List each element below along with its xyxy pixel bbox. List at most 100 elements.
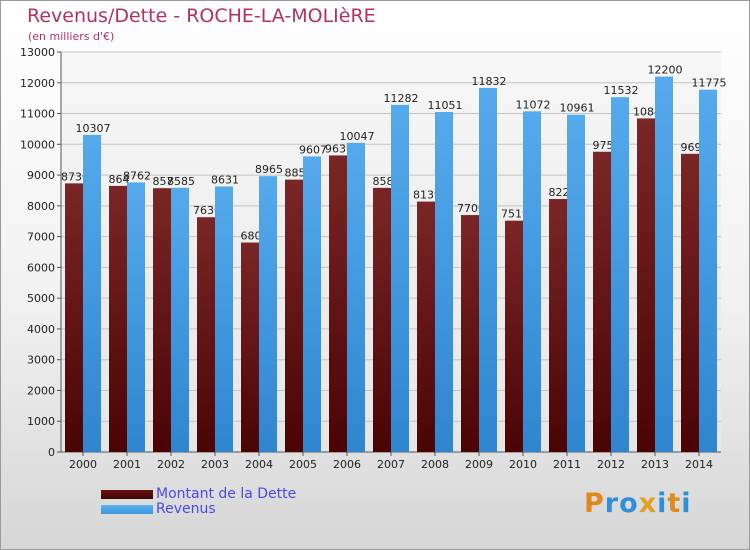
dette-bar — [241, 242, 259, 452]
dette-bar — [637, 118, 655, 453]
dette-bar — [329, 155, 347, 452]
x-tick-label: 2005 — [289, 458, 317, 471]
dette-bar — [109, 185, 127, 452]
dette-value-label: 7630 — [193, 204, 221, 217]
revenus-value-label: 10307 — [76, 122, 111, 135]
legend-label-dette: Montant de la Dette — [156, 486, 297, 502]
y-tick-label: 6000 — [27, 261, 55, 274]
dette-value-label: 7519 — [501, 208, 529, 221]
dette-value-label: 7700 — [457, 202, 485, 215]
logo-letter: P — [584, 488, 605, 519]
x-tick-label: 2009 — [465, 458, 493, 471]
revenus-bar — [215, 186, 233, 452]
x-tick-label: 2002 — [157, 458, 185, 471]
logo-letter: i — [681, 488, 692, 519]
revenus-bar — [259, 176, 277, 452]
x-tick-label: 2007 — [377, 458, 405, 471]
y-tick-label: 7000 — [27, 231, 55, 244]
revenus-bar — [303, 156, 321, 452]
revenus-bar — [391, 104, 409, 452]
revenus-bar — [479, 87, 497, 452]
logo-letter: x — [638, 488, 658, 519]
dette-value-label: 8139 — [413, 189, 441, 202]
revenus-value-label: 11832 — [472, 75, 507, 88]
dette-bar — [153, 188, 171, 452]
revenus-bar — [347, 142, 365, 452]
revenus-value-label: 11775 — [692, 77, 727, 90]
legend-swatch-revenus — [101, 505, 153, 514]
revenus-value-label: 10961 — [560, 102, 595, 115]
dette-value-label: 864 — [109, 173, 130, 186]
y-tick-label: 2000 — [27, 384, 55, 397]
dette-value-label: 1084 — [633, 105, 661, 118]
x-tick-label: 2013 — [641, 458, 669, 471]
y-tick-label: 1000 — [27, 415, 55, 428]
dette-bar — [593, 151, 611, 452]
logo-letter: o — [619, 488, 639, 519]
proxiti-logo: Proxiti — [584, 488, 692, 519]
dette-bar — [681, 153, 699, 453]
revenus-value-label: 11072 — [516, 98, 551, 111]
legend-swatch-dette — [101, 490, 153, 499]
dette-value-label: 9639 — [325, 142, 353, 155]
x-tick-label: 2004 — [245, 458, 273, 471]
dette-value-label: 857 — [153, 175, 174, 188]
logo-letter: i — [657, 488, 668, 519]
revenus-bar — [567, 114, 585, 452]
revenus-bar — [83, 134, 101, 452]
revenus-value-label: 8585 — [167, 175, 195, 188]
x-tick-label: 2010 — [509, 458, 537, 471]
revenus-bar — [699, 89, 717, 452]
revenus-value-label: 12200 — [648, 64, 683, 77]
dette-value-label: 858 — [373, 175, 394, 188]
y-tick-label: 9000 — [27, 169, 55, 182]
x-tick-label: 2012 — [597, 458, 625, 471]
dette-bar — [373, 187, 391, 452]
y-tick-label: 10000 — [20, 138, 55, 151]
logo-letter: t — [667, 488, 682, 519]
y-tick-label: 8000 — [27, 200, 55, 213]
y-tick-label: 11000 — [20, 108, 55, 121]
x-tick-label: 2000 — [69, 458, 97, 471]
y-tick-label: 3000 — [27, 354, 55, 367]
revenus-bar — [171, 187, 189, 452]
chart-subtitle: (en milliers d'€) — [28, 30, 115, 43]
revenus-value-label: 11532 — [604, 84, 639, 97]
y-tick-label: 12000 — [20, 77, 55, 90]
dette-bar — [197, 217, 215, 452]
revenus-value-label: 8762 — [123, 169, 151, 182]
dette-value-label: 8730 — [61, 170, 89, 183]
x-tick-label: 2011 — [553, 458, 581, 471]
legend-label-revenus: Revenus — [156, 501, 216, 517]
x-tick-label: 2008 — [421, 458, 449, 471]
dette-bar — [417, 201, 435, 452]
dette-bar — [285, 179, 303, 452]
dette-bar — [549, 199, 567, 452]
revenus-bar — [523, 111, 541, 453]
x-tick-label: 2014 — [685, 458, 713, 471]
revenus-bar — [127, 182, 145, 452]
revenus-value-label: 8631 — [211, 173, 239, 186]
dette-value-label: 680 — [241, 230, 262, 243]
y-tick-label: 0 — [48, 446, 55, 459]
revenus-bar — [435, 111, 453, 452]
x-tick-label: 2001 — [113, 458, 141, 471]
revenus-value-label: 11282 — [384, 92, 419, 105]
revenus-bar — [611, 97, 629, 453]
revenus-value-label: 10047 — [340, 130, 375, 143]
dette-bar — [65, 183, 83, 452]
y-tick-label: 5000 — [27, 292, 55, 305]
revenus-value-label: 9607 — [299, 143, 327, 156]
revenus-bar — [655, 76, 673, 452]
logo-letter: r — [604, 488, 620, 519]
chart-title: Revenus/Dette - ROCHE-LA-MOLIèRE — [27, 5, 376, 27]
dette-value-label: 969 — [681, 141, 702, 154]
dette-bar — [461, 215, 479, 452]
dette-value-label: 975 — [593, 139, 614, 152]
y-tick-label: 4000 — [27, 323, 55, 336]
revenus-value-label: 8965 — [255, 163, 283, 176]
dette-value-label: 885 — [285, 167, 306, 180]
revenus-value-label: 11051 — [428, 99, 463, 112]
